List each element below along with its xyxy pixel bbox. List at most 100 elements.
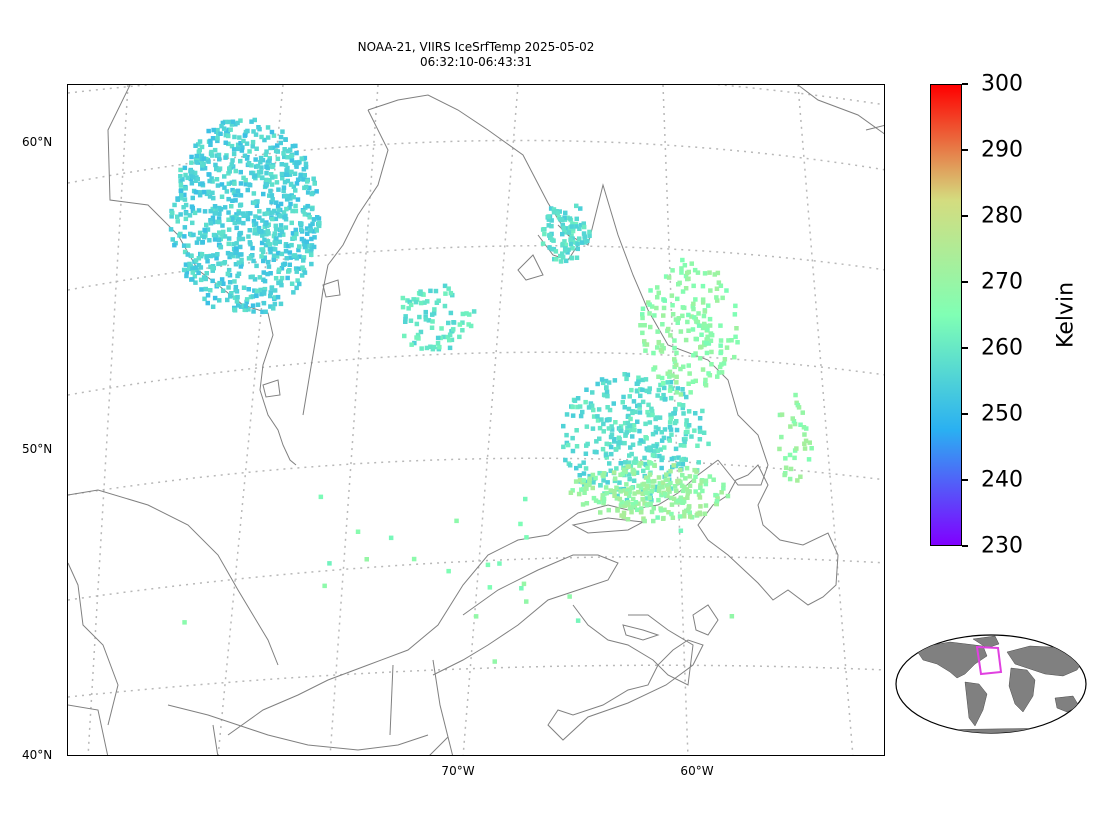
colorbar-tick	[962, 215, 968, 217]
temperature-pixel	[626, 460, 632, 465]
temperature-pixel	[521, 581, 527, 587]
temperature-pixel	[692, 315, 697, 320]
temperature-pixel	[660, 381, 666, 386]
temperature-pixel	[678, 366, 683, 372]
temperature-pixel	[272, 247, 278, 252]
temperature-pixel	[584, 479, 589, 485]
temperature-pixel	[569, 255, 574, 261]
temperature-pixel	[267, 246, 273, 252]
temperature-pixel	[448, 310, 454, 316]
temperature-pixel	[271, 233, 277, 239]
temperature-pixel	[195, 176, 200, 182]
temperature-pixel	[546, 214, 551, 219]
temperature-pixel	[668, 480, 673, 486]
temperature-pixel	[278, 279, 284, 284]
temperature-pixel	[624, 500, 629, 506]
colorbar-tick-label: 270	[981, 269, 1023, 295]
map-canvas	[68, 85, 884, 755]
temperature-pixel	[364, 557, 369, 562]
temperature-pixel	[255, 228, 260, 233]
temperature-pixel	[183, 186, 188, 191]
temperature-pixel	[519, 586, 524, 591]
temperature-pixel	[627, 394, 632, 399]
temperature-pixel	[432, 307, 437, 312]
temperature-pixel	[578, 413, 584, 419]
temperature-pixel	[223, 155, 228, 160]
temperature-pixel	[446, 286, 451, 291]
border-line	[68, 562, 119, 726]
lon-label-60w: 60°W	[680, 764, 714, 778]
border-line	[212, 724, 219, 755]
temperature-pixel	[802, 446, 808, 451]
temperature-pixel	[586, 405, 592, 410]
temperature-pixel	[178, 174, 183, 179]
temperature-pixel	[637, 405, 642, 410]
temperature-pixel	[714, 498, 720, 504]
temperature-pixel	[202, 296, 207, 302]
temperature-pixel	[640, 306, 646, 311]
temperature-pixel	[608, 434, 614, 440]
temperature-pixel	[196, 236, 201, 242]
temperature-pixel	[622, 488, 627, 493]
temperature-pixel	[210, 215, 216, 221]
temperature-pixel	[542, 231, 547, 237]
temperature-pixel	[792, 421, 798, 427]
temperature-pixel	[226, 241, 231, 247]
temperature-pixel	[654, 305, 659, 311]
temperature-pixel	[691, 478, 697, 483]
temperature-pixel	[729, 338, 734, 343]
temperature-pixel	[707, 316, 713, 322]
temperature-pixel	[243, 177, 248, 183]
temperature-pixel	[402, 333, 407, 339]
temperature-pixel	[568, 490, 574, 495]
temperature-pixel	[697, 356, 703, 361]
temperature-pixel	[671, 496, 677, 502]
temperature-pixel	[724, 345, 730, 350]
temperature-pixel	[208, 288, 213, 293]
temperature-pixel	[802, 441, 807, 446]
temperature-pixel	[549, 246, 555, 252]
temperature-pixel	[268, 290, 273, 295]
temperature-pixel	[299, 156, 304, 161]
temperature-pixel	[553, 257, 559, 262]
temperature-pixel	[647, 302, 652, 307]
temperature-pixel	[549, 223, 554, 229]
temperature-pixel	[675, 478, 680, 484]
temperature-pixel	[278, 227, 284, 232]
temperature-pixel	[253, 214, 258, 219]
temperature-pixel	[573, 221, 579, 227]
temperature-pixel	[445, 334, 451, 340]
temperature-pixel	[257, 209, 262, 214]
temperature-pixel	[403, 319, 408, 324]
temperature-pixel	[189, 181, 195, 186]
temperature-pixel	[190, 205, 195, 211]
temperature-pixel	[587, 229, 592, 235]
temperature-pixel	[729, 614, 735, 619]
temperature-pixel	[719, 362, 724, 367]
temperature-pixel	[457, 322, 463, 327]
temperature-pixel	[409, 342, 414, 347]
temperature-pixel	[269, 129, 275, 135]
temperature-pixel	[670, 268, 675, 273]
temperature-pixel	[278, 201, 284, 207]
temperature-pixel	[670, 303, 675, 308]
temperature-pixel	[412, 340, 417, 346]
temperature-pixel	[212, 204, 218, 209]
map-panel[interactable]	[67, 84, 885, 756]
temperature-pixel	[574, 224, 579, 229]
temperature-pixel	[297, 281, 302, 287]
temperature-pixel	[651, 506, 656, 511]
temperature-pixel	[253, 221, 259, 226]
temperature-pixel	[624, 482, 629, 487]
temperature-pixel	[226, 210, 231, 215]
temperature-pixel	[259, 240, 265, 246]
temperature-pixel	[268, 271, 273, 276]
temperature-pixel	[250, 303, 256, 308]
temperature-pixel	[686, 381, 691, 386]
temperature-pixel	[606, 426, 612, 431]
temperature-pixel	[210, 136, 216, 141]
temperature-pixel	[309, 236, 314, 242]
temperature-pixel	[221, 281, 226, 286]
temperature-pixel	[267, 193, 272, 198]
temperature-pixel	[593, 498, 599, 503]
